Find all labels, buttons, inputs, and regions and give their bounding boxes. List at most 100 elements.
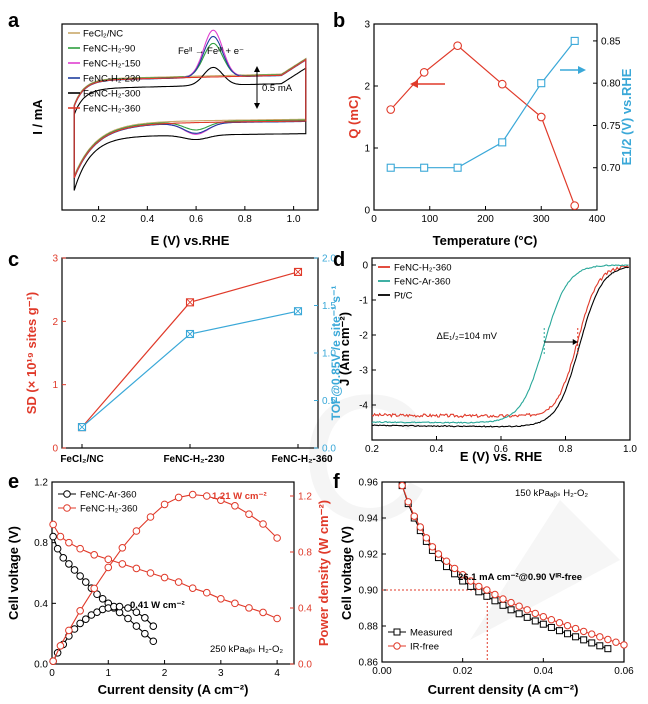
panel-b-point-q bbox=[453, 41, 462, 51]
panel-a-legend-label: FeNC-H₂-150 bbox=[83, 59, 141, 70]
panel-e-peak-h2: 1.21 W cm⁻² bbox=[212, 491, 267, 502]
panel-e-point bbox=[149, 622, 158, 631]
panel-a-legend-label: FeNC-H₂-230 bbox=[83, 74, 141, 85]
panel-a-xlabel: E (V) vs.RHE bbox=[151, 233, 230, 248]
panel-f-xtick-label: 0.02 bbox=[453, 666, 473, 677]
scale-bar-label: 0.5 mA bbox=[262, 83, 293, 94]
panel-d-xtick-label: 0.6 bbox=[494, 444, 508, 455]
panel-d-xlabel: E (V) vs. RHE bbox=[460, 449, 543, 464]
panel-f-xtick-label: 0.06 bbox=[614, 666, 634, 677]
panel-f-xlabel: Current density (A cm⁻²) bbox=[428, 682, 579, 697]
panel-f-point-irfree bbox=[555, 619, 564, 627]
panel-e-point bbox=[104, 555, 113, 564]
panel-e-point bbox=[81, 615, 90, 624]
panel-f-point-measured bbox=[596, 642, 604, 650]
panel-e-point bbox=[202, 588, 211, 597]
panel-e-point bbox=[174, 493, 183, 502]
panel-e-point bbox=[273, 534, 281, 542]
panel-e-point bbox=[53, 544, 62, 553]
panel-f-point-measured bbox=[604, 645, 612, 653]
panel-e-point bbox=[90, 584, 99, 593]
panel-f-point-measured bbox=[564, 630, 572, 638]
panel-e-point bbox=[59, 554, 68, 562]
panel-f-ylabel: Cell voltage (V) bbox=[339, 526, 354, 620]
panel-d-curve-1 bbox=[371, 264, 629, 424]
scale-bar-arrow-up bbox=[254, 66, 260, 72]
panel-e-point bbox=[49, 532, 57, 541]
panel-e-plot bbox=[49, 490, 281, 666]
panel-f-point-measured bbox=[539, 620, 547, 628]
panel-f-point-measured bbox=[491, 597, 499, 605]
panel-e-point bbox=[202, 492, 211, 500]
panel-f-point-irfree bbox=[579, 627, 588, 636]
panel-a-legend-label: FeNC-H₂-360 bbox=[83, 104, 141, 115]
panel-c-ytick-label: 1 bbox=[52, 380, 58, 391]
panel-e-point bbox=[118, 544, 127, 552]
panel-f-plot bbox=[382, 481, 628, 662]
panel-f-point-measured bbox=[507, 606, 515, 614]
panel-f-ytick-label: 0.90 bbox=[359, 586, 379, 597]
panel-d-curve-0 bbox=[371, 265, 630, 419]
panel-a-ylabel: I / mA bbox=[30, 99, 45, 135]
panel-b-xtick-label: 400 bbox=[589, 214, 606, 225]
panel-e-legend-marker bbox=[63, 504, 71, 512]
panel-c-right-ytick-label: 0.0 bbox=[322, 444, 336, 455]
panel-b-ylabel-right: E1/2 (V) vs.RHE bbox=[619, 68, 634, 165]
panel-f-legend-label: Measured bbox=[410, 628, 452, 639]
panel-e-right-ytick-label: 0.4 bbox=[298, 604, 312, 615]
panel-b-plot bbox=[386, 36, 580, 211]
panel-d-xtick-label: 0.4 bbox=[430, 444, 444, 455]
panel-e-point bbox=[70, 566, 79, 574]
panel-d-delta-arrowhead bbox=[572, 339, 578, 345]
panel-f-point-irfree bbox=[571, 624, 580, 633]
panel-e-point bbox=[124, 604, 132, 612]
panel-a-legend: FeCl₂/NC FeNC-H₂-90 FeNC-H₂-150 FeNC-H₂-230… bbox=[68, 29, 141, 115]
panel-b-point-q bbox=[570, 201, 580, 211]
panel-c-ytick-label: 3 bbox=[52, 254, 58, 265]
panel-b-xlabel: Temperature (°C) bbox=[433, 233, 538, 248]
panel-a-curve-4 bbox=[73, 66, 307, 191]
panel-d-legend-label: Pt/C bbox=[394, 291, 413, 302]
panel-f-point-irfree bbox=[442, 557, 451, 565]
panel-f-point-irfree bbox=[507, 598, 515, 607]
panel-f-point-measured bbox=[499, 601, 507, 609]
panel-e-point bbox=[115, 602, 124, 611]
panel-b-right-ytick-label: 0.85 bbox=[601, 36, 621, 47]
panel-e-legend: FeNC-Ar-360 FeNC-H₂-360 bbox=[58, 490, 138, 515]
panel-b-line-0 bbox=[390, 44, 576, 206]
panel-f-point-irfree bbox=[450, 564, 459, 573]
panel-c-point-cross bbox=[78, 423, 86, 431]
panel-c-line-1 bbox=[81, 310, 299, 428]
panel-e-point bbox=[56, 642, 65, 650]
panel-c-ytick-label: 2 bbox=[52, 317, 58, 328]
panel-d-ytick-label: -2 bbox=[359, 331, 368, 342]
panel-a-annotation: Feᴵᴵ → Feᴵᴵᴵ + e⁻ bbox=[178, 46, 244, 57]
panel-f-legend: Measured IR-free bbox=[388, 628, 452, 653]
panel-c-category-label: FeNC-H₂-230 bbox=[163, 454, 225, 465]
panel-e-point bbox=[118, 560, 127, 568]
panel-e-legend-label: FeNC-H₂-360 bbox=[80, 504, 138, 515]
panel-f-annotation: 26.1 mA cm⁻²@0.90 Vᴵᴿ-free bbox=[458, 572, 582, 583]
panel-f-point-irfree bbox=[499, 595, 507, 603]
panel-c-ylabel: SD (× 10¹⁹ sites g⁻¹) bbox=[24, 292, 39, 414]
panel-b-point-e bbox=[420, 163, 429, 172]
scale-bar-arrow-down bbox=[254, 103, 260, 109]
panel-f: f 0.00 0.02 0.04 0.060.860.880.900.920.940.… bbox=[333, 471, 634, 697]
panel-e-point bbox=[217, 594, 225, 603]
panel-e-axes: 0 1 2 3 4 0.0 0.4 0.8 1.2 0.0 0.4 0.8 1.2 bbox=[34, 478, 312, 680]
panel-e-right-ytick-label: 0.0 bbox=[298, 660, 312, 671]
panel-d-legend-label: FeNC-Ar-360 bbox=[394, 277, 451, 288]
panel-b-xtick-label: 300 bbox=[533, 214, 550, 225]
panel-a-xtick-label: 0.8 bbox=[238, 214, 252, 225]
panel-c-category-label: FeNC-H₂-360 bbox=[271, 454, 333, 465]
panel-e-peak-ar: 0.41 W cm⁻² bbox=[130, 600, 185, 611]
panel-f-point-irfree bbox=[539, 612, 548, 621]
panel-f-ytick-label: 0.88 bbox=[359, 622, 379, 633]
panel-f-point-irfree bbox=[467, 577, 475, 585]
panel-e-point bbox=[259, 608, 267, 617]
panel-e-point bbox=[65, 538, 73, 547]
panel-e-point bbox=[149, 637, 158, 646]
panel-c-point-cross bbox=[294, 307, 302, 316]
panel-f-legend-label: IR-free bbox=[410, 642, 439, 653]
